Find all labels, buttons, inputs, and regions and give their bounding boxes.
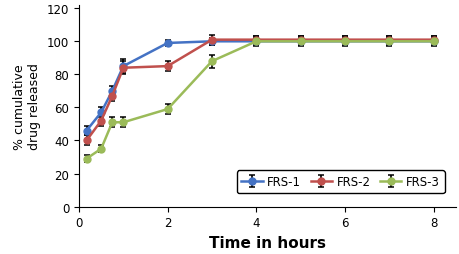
Legend: FRS-1, FRS-2, FRS-3: FRS-1, FRS-2, FRS-3 bbox=[236, 171, 444, 193]
X-axis label: Time in hours: Time in hours bbox=[208, 235, 325, 250]
Y-axis label: % cumulative
drug released: % cumulative drug released bbox=[13, 63, 41, 150]
